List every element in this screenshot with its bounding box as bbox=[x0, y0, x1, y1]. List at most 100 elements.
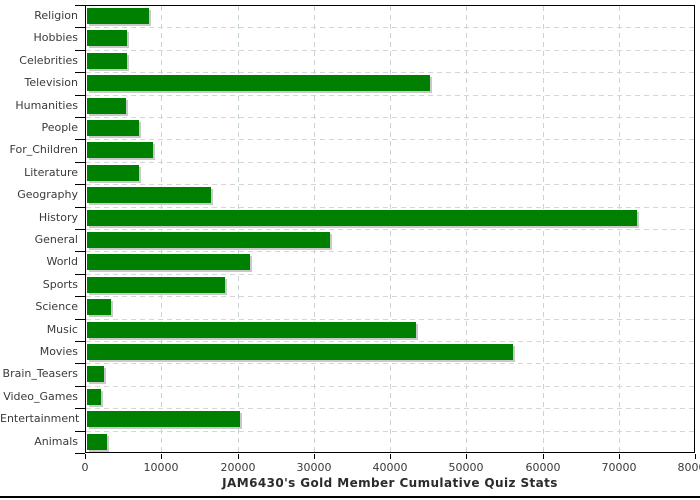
bar-science bbox=[87, 299, 111, 315]
horizontal-gridline bbox=[86, 363, 694, 364]
x-tick-label: 50000 bbox=[448, 461, 484, 474]
category-label: History bbox=[38, 211, 78, 224]
category-label: Brain_Teasers bbox=[2, 367, 78, 380]
horizontal-gridline bbox=[86, 341, 694, 342]
horizontal-gridline bbox=[86, 229, 694, 230]
y-tick bbox=[75, 117, 85, 118]
x-tick-label: 10000 bbox=[143, 461, 179, 474]
y-tick bbox=[75, 72, 85, 73]
bar-geography bbox=[87, 187, 211, 203]
horizontal-gridline bbox=[86, 50, 694, 51]
y-tick bbox=[75, 386, 85, 387]
y-tick bbox=[75, 27, 85, 28]
x-tick bbox=[161, 454, 162, 459]
x-tick bbox=[543, 454, 544, 459]
category-label: For_Children bbox=[9, 143, 78, 156]
horizontal-gridline bbox=[86, 431, 694, 432]
bar-people bbox=[87, 120, 139, 136]
x-tick-label: 20000 bbox=[220, 461, 256, 474]
y-tick bbox=[75, 50, 85, 51]
horizontal-gridline bbox=[86, 72, 694, 73]
category-label: Religion bbox=[34, 9, 78, 22]
category-label: Literature bbox=[24, 166, 78, 179]
bar-celebrities bbox=[87, 53, 127, 69]
x-tick bbox=[390, 454, 391, 459]
x-tick bbox=[466, 454, 467, 459]
x-tick-label: 70000 bbox=[601, 461, 637, 474]
bar-sports bbox=[87, 277, 225, 293]
x-tick bbox=[238, 454, 239, 459]
y-tick bbox=[75, 453, 85, 454]
x-tick-label: 80000 bbox=[677, 461, 700, 474]
y-tick bbox=[75, 431, 85, 432]
y-tick bbox=[75, 229, 85, 230]
y-tick bbox=[75, 408, 85, 409]
y-tick bbox=[75, 162, 85, 163]
y-tick bbox=[75, 363, 85, 364]
bar-hobbies bbox=[87, 30, 127, 46]
horizontal-gridline bbox=[86, 139, 694, 140]
category-label: General bbox=[34, 233, 78, 246]
bar-general bbox=[87, 232, 330, 248]
bar-television bbox=[87, 75, 430, 91]
category-label: People bbox=[41, 121, 78, 134]
category-label: Video_Games bbox=[3, 390, 78, 403]
bar-religion bbox=[87, 8, 149, 24]
horizontal-gridline bbox=[86, 27, 694, 28]
bar-video_games bbox=[87, 389, 101, 405]
category-label: Music bbox=[46, 323, 78, 336]
y-tick bbox=[75, 95, 85, 96]
plot-area bbox=[85, 5, 695, 453]
y-tick bbox=[75, 274, 85, 275]
bar-for_children bbox=[87, 142, 153, 158]
y-tick bbox=[75, 251, 85, 252]
bar-world bbox=[87, 254, 250, 270]
horizontal-gridline bbox=[86, 274, 694, 275]
category-label: Entertainment bbox=[0, 412, 80, 425]
x-tick bbox=[85, 454, 86, 459]
category-label: Television bbox=[24, 76, 79, 89]
horizontal-gridline bbox=[86, 251, 694, 252]
bar-literature bbox=[87, 165, 139, 181]
category-label: Sports bbox=[42, 278, 78, 291]
horizontal-gridline bbox=[86, 408, 694, 409]
category-label: Movies bbox=[39, 345, 78, 358]
category-label: Science bbox=[35, 300, 78, 313]
y-tick bbox=[75, 296, 85, 297]
bar-animals bbox=[87, 434, 107, 450]
y-tick bbox=[75, 5, 85, 6]
y-tick bbox=[75, 139, 85, 140]
category-label: Humanities bbox=[15, 99, 78, 112]
chart-title: JAM6430's Gold Member Cumulative Quiz St… bbox=[222, 476, 558, 490]
bar-music bbox=[87, 322, 416, 338]
horizontal-gridline bbox=[86, 184, 694, 185]
bar-history bbox=[87, 210, 637, 226]
category-label: Animals bbox=[34, 435, 78, 448]
y-tick bbox=[75, 207, 85, 208]
x-tick-label: 30000 bbox=[296, 461, 332, 474]
x-tick-label: 40000 bbox=[372, 461, 408, 474]
category-label: Hobbies bbox=[33, 31, 78, 44]
x-tick bbox=[695, 454, 696, 459]
y-tick bbox=[75, 184, 85, 185]
bar-brain_teasers bbox=[87, 366, 104, 382]
horizontal-gridline bbox=[86, 319, 694, 320]
horizontal-gridline bbox=[86, 296, 694, 297]
horizontal-gridline bbox=[86, 207, 694, 208]
y-tick bbox=[75, 319, 85, 320]
category-label: Celebrities bbox=[19, 54, 78, 67]
x-tick-label: 0 bbox=[81, 461, 89, 474]
y-tick bbox=[75, 341, 85, 342]
horizontal-gridline bbox=[86, 117, 694, 118]
horizontal-gridline bbox=[86, 386, 694, 387]
x-tick bbox=[314, 454, 315, 459]
bar-entertainment bbox=[87, 411, 240, 427]
x-tick bbox=[619, 454, 620, 459]
bar-movies bbox=[87, 344, 513, 360]
category-label: World bbox=[46, 255, 78, 268]
x-tick-label: 60000 bbox=[525, 461, 561, 474]
bottom-divider-line bbox=[0, 496, 700, 498]
category-label: Geography bbox=[17, 188, 78, 201]
horizontal-gridline bbox=[86, 95, 694, 96]
